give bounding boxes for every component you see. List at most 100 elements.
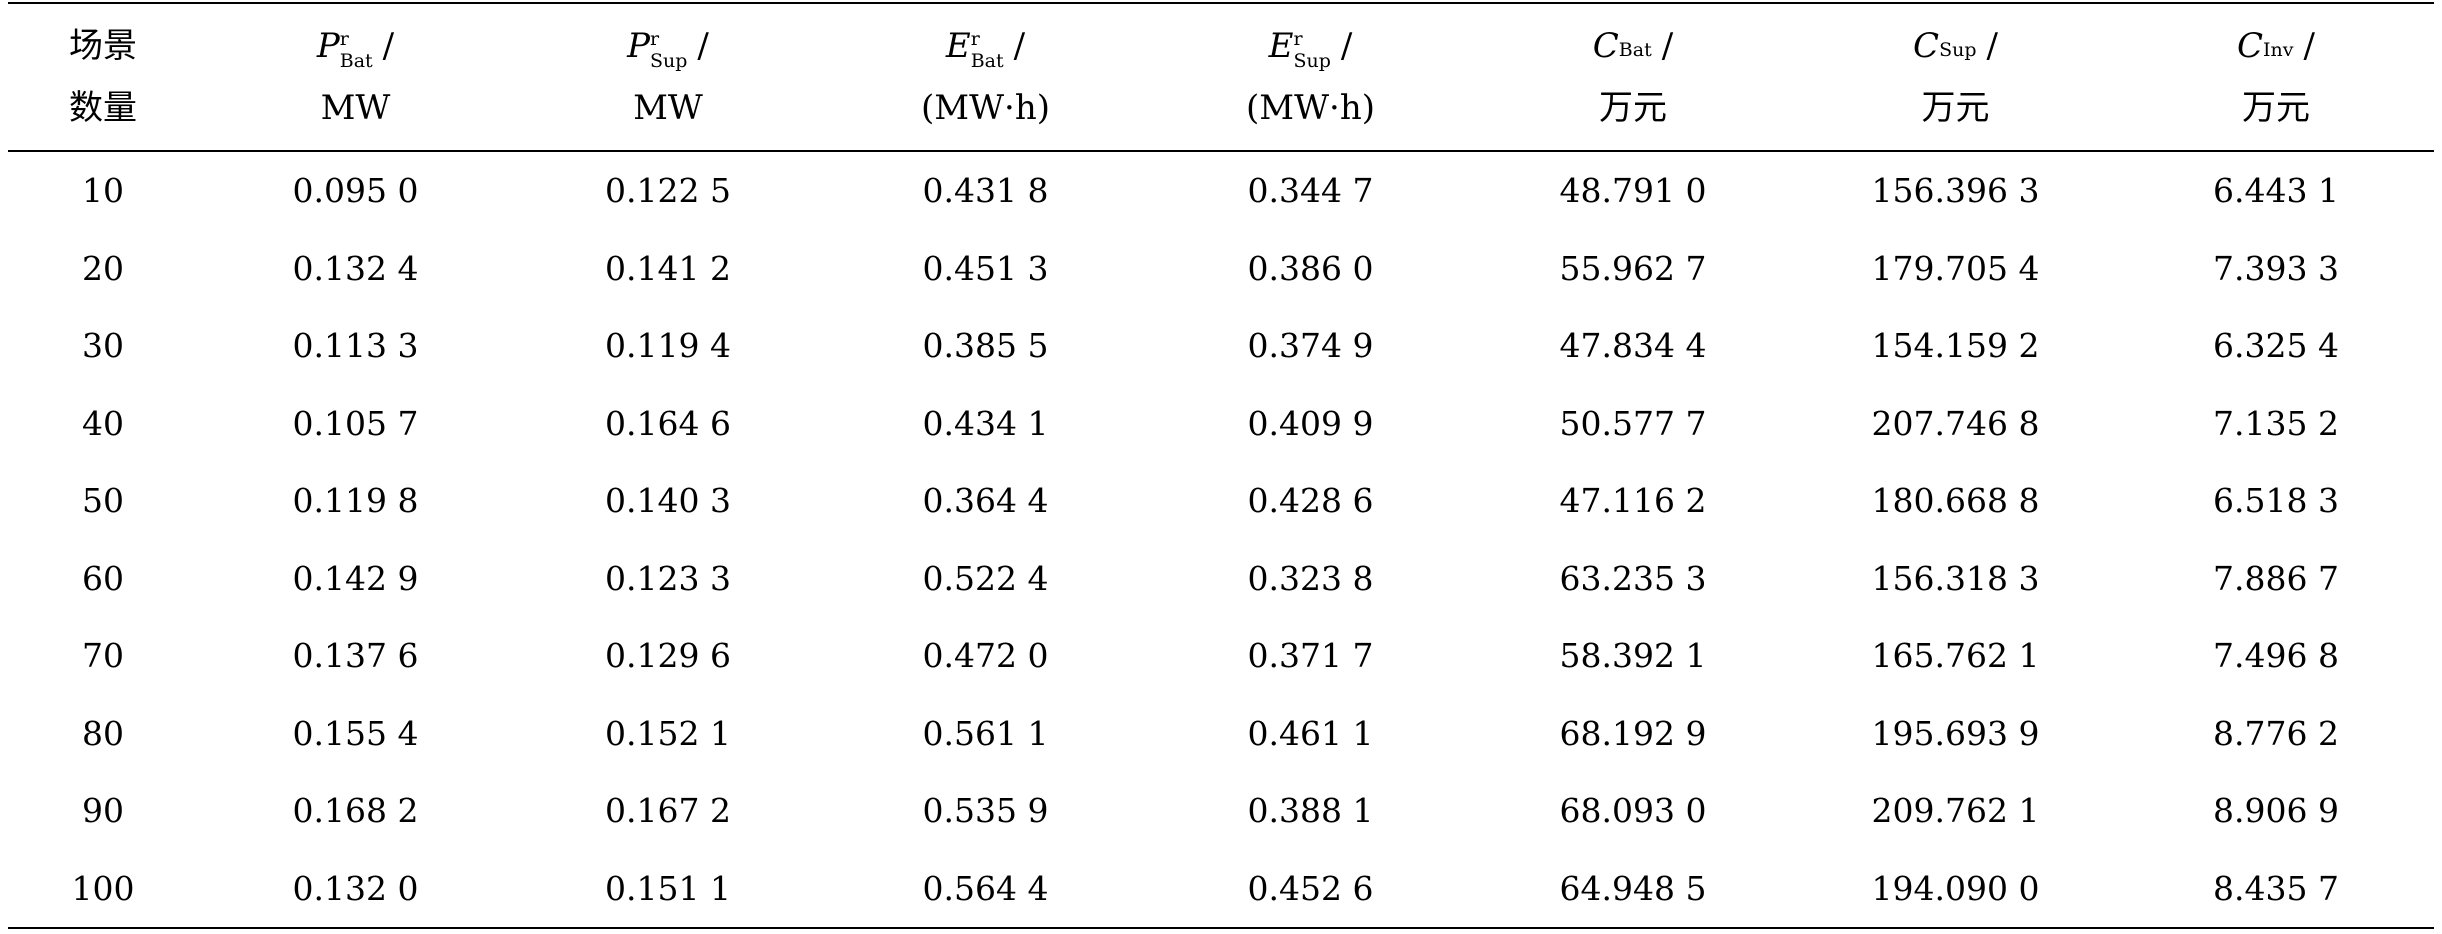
header-slash: /	[382, 26, 395, 66]
header-subscript: Sup	[1939, 39, 1977, 61]
table-cell: 0.142 9	[292, 558, 419, 598]
header-unit: 万元	[2242, 88, 2310, 128]
table-cell: 6.518 3	[2213, 481, 2339, 521]
table-cell: 63.235 3	[1559, 558, 1707, 598]
table-cell: 90	[82, 791, 124, 831]
table-cell: 179.705 4	[1871, 248, 2040, 288]
header-scenario-count: 场景 数量	[8, 3, 198, 151]
table-cell: 0.564 4	[922, 868, 1049, 908]
table-cell: 156.396 3	[1871, 171, 2040, 211]
table-cell: 100	[71, 868, 135, 908]
table-cell: 0.113 3	[292, 326, 419, 366]
header-symbol: E	[945, 26, 971, 66]
header-unit: 万元	[1599, 88, 1667, 128]
table-cell: 0.385 5	[922, 326, 1049, 366]
table-cell: 55.962 7	[1559, 248, 1707, 288]
table-cell: 0.132 4	[292, 248, 419, 288]
header-unit: MW	[320, 88, 391, 128]
table-cell: 58.392 1	[1559, 636, 1707, 676]
table-cell: 0.123 3	[605, 558, 731, 598]
header-slash: /	[1013, 26, 1026, 66]
header-symbol: P	[316, 26, 340, 66]
header-slash: /	[1340, 26, 1353, 66]
table-cell: 0.151 1	[605, 868, 731, 908]
table-cell: 7.886 7	[2213, 558, 2339, 598]
header-slash: /	[697, 26, 709, 66]
table-cell: 10	[82, 171, 124, 211]
table-cell: 0.522 4	[922, 558, 1049, 598]
table-cell: 0.132 0	[292, 868, 419, 908]
table-cell: 0.119 4	[605, 326, 731, 366]
table-cell: 0.452 6	[1247, 868, 1374, 908]
table-cell: 156.318 3	[1871, 558, 2040, 598]
table-cell: 6.325 4	[2213, 326, 2339, 366]
table-cell: 0.155 4	[292, 713, 419, 753]
table-row: 10 0.095 0 0.122 5 0.431 8 0.344 7 48.79…	[8, 151, 2434, 230]
table-cell: 0.561 1	[922, 713, 1049, 753]
table-row: 80 0.155 4 0.152 1 0.561 1 0.461 1 68.19…	[8, 695, 2434, 773]
table-cell: 0.409 9	[1247, 403, 1374, 443]
header-line-1: 场景	[69, 26, 137, 66]
table-row: 50 0.119 8 0.140 3 0.364 4 0.428 6 47.11…	[8, 462, 2434, 540]
table-cell: 209.762 1	[1871, 791, 2040, 831]
header-line-2: 数量	[69, 88, 137, 128]
header-c-bat: C Bat / 万元	[1473, 3, 1793, 151]
table-cell: 0.434 1	[922, 403, 1049, 443]
header-unit: 万元	[1921, 88, 1990, 128]
table-cell: 47.834 4	[1559, 326, 1707, 366]
table-cell: 0.167 2	[605, 791, 731, 831]
table-cell: 0.140 3	[605, 481, 731, 521]
table-cell: 0.323 8	[1247, 558, 1374, 598]
table-cell: 47.116 2	[1559, 481, 1707, 521]
table-cell: 0.122 5	[605, 171, 731, 211]
table-row: 100 0.132 0 0.151 1 0.564 4 0.452 6 64.9…	[8, 850, 2434, 928]
header-subscript: Bat	[339, 50, 373, 72]
table-cell: 8.906 9	[2213, 791, 2339, 831]
header-superscript: r	[339, 28, 349, 50]
table-cell: 0.374 9	[1247, 326, 1374, 366]
header-symbol: P	[627, 26, 650, 66]
header-superscript: r	[650, 28, 660, 50]
table-cell: 7.135 2	[2213, 403, 2339, 443]
table-cell: 68.192 9	[1559, 713, 1707, 753]
table-cell: 68.093 0	[1559, 791, 1707, 831]
header-subscript: Sup	[650, 50, 688, 72]
header-subscript: Bat	[970, 50, 1004, 72]
header-slash: /	[2303, 26, 2315, 66]
table-cell: 165.762 1	[1871, 636, 2040, 676]
table-row: 30 0.113 3 0.119 4 0.385 5 0.374 9 47.83…	[8, 307, 2434, 385]
table-cell: 0.164 6	[605, 403, 731, 443]
table-cell: 0.364 4	[922, 481, 1049, 521]
table-cell: 0.431 8	[922, 171, 1049, 211]
header-symbol: C	[2237, 26, 2264, 66]
table-cell: 8.776 2	[2213, 713, 2339, 753]
table-cell: 70	[82, 636, 124, 676]
header-superscript: r	[970, 28, 980, 50]
table-cell: 194.090 0	[1871, 868, 2040, 908]
table-cell: 154.159 2	[1871, 326, 2040, 366]
table-cell: 20	[82, 248, 124, 288]
header-subscript: Inv	[2263, 39, 2294, 61]
table-cell: 0.472 0	[922, 636, 1049, 676]
table-cell: 64.948 5	[1559, 868, 1707, 908]
header-subscript: Sup	[1293, 50, 1331, 72]
header-c-sup: C Sup / 万元	[1793, 3, 2118, 151]
table-cell: 7.496 8	[2213, 636, 2339, 676]
table-cell: 0.535 9	[922, 791, 1049, 831]
table-cell: 0.168 2	[292, 791, 419, 831]
header-unit: (MW·h)	[1246, 88, 1375, 128]
table-cell: 8.435 7	[2213, 868, 2339, 908]
table-row: 20 0.132 4 0.141 2 0.451 3 0.386 0 55.96…	[8, 230, 2434, 308]
header-symbol: E	[1268, 26, 1294, 66]
header-slash: /	[1661, 26, 1674, 66]
table-cell: 0.129 6	[605, 636, 731, 676]
table-cell: 6.443 1	[2213, 171, 2339, 211]
table-cell: 50	[82, 481, 124, 521]
header-unit: MW	[633, 88, 703, 128]
table-cell: 207.746 8	[1871, 403, 2040, 443]
table-cell: 0.451 3	[922, 248, 1049, 288]
table-cell: 40	[82, 403, 124, 443]
